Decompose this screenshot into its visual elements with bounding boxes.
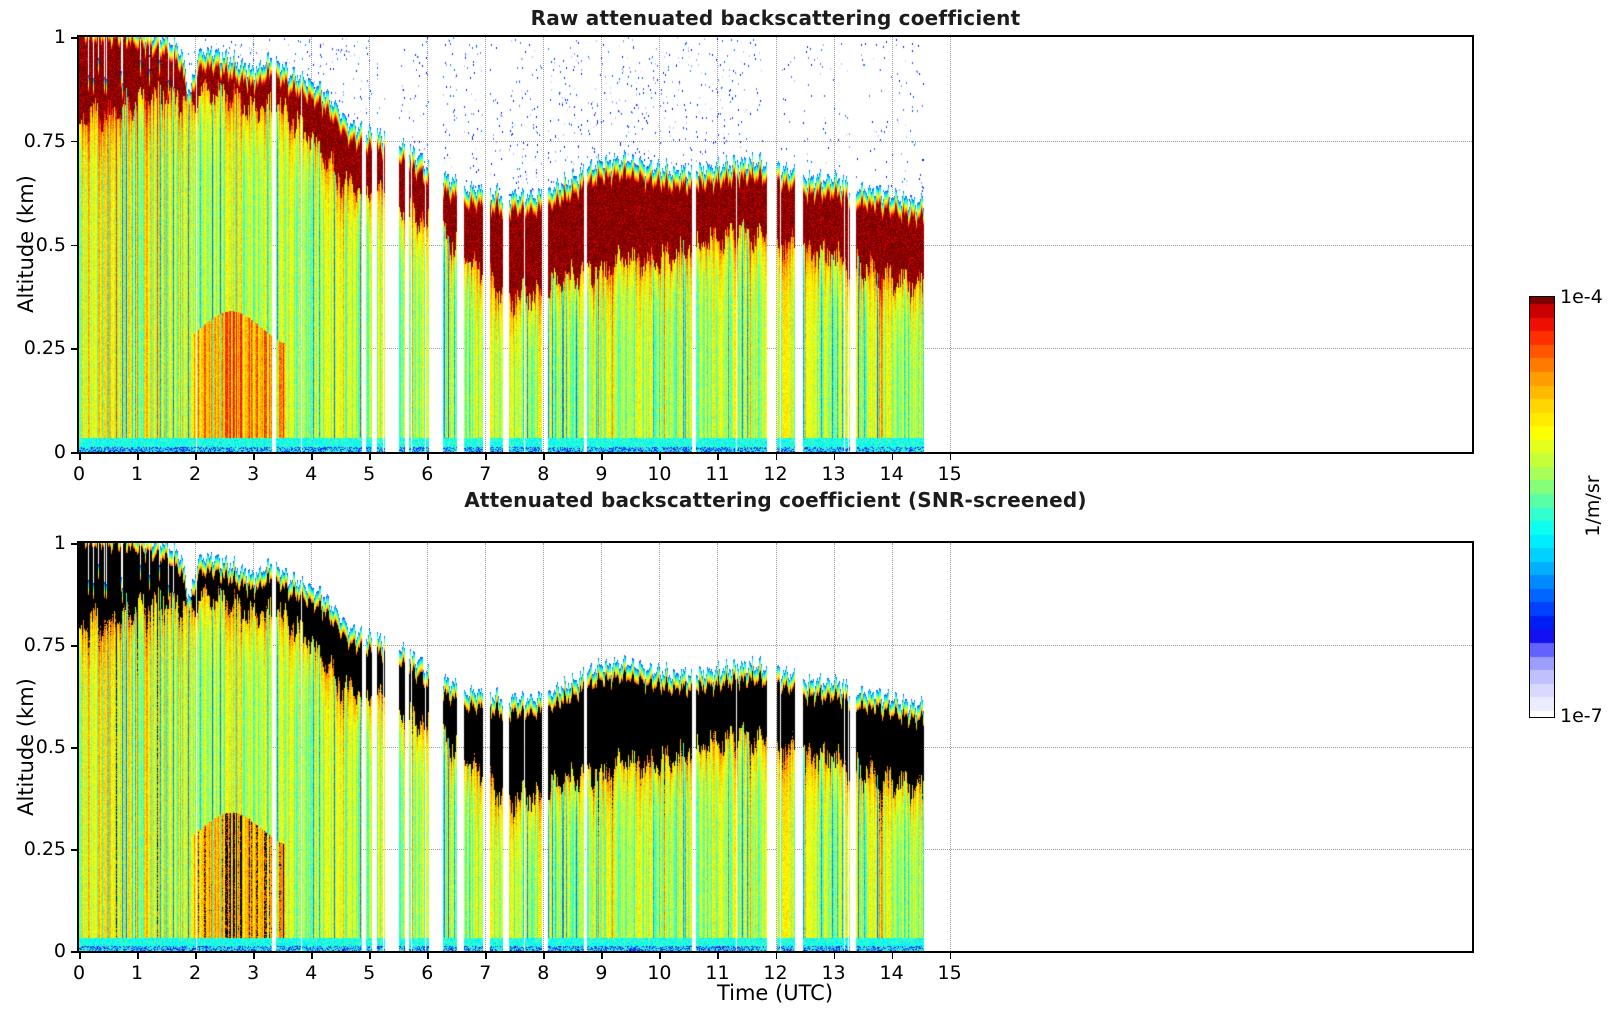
x-tick-mark bbox=[195, 953, 197, 959]
x-tick-label: 11 bbox=[705, 463, 730, 485]
x-tick-label: 5 bbox=[363, 463, 376, 485]
y-tick-mark bbox=[71, 348, 77, 350]
x-tick-label: 12 bbox=[763, 463, 788, 485]
x-tick-label: 6 bbox=[421, 962, 434, 984]
x-tick-mark bbox=[833, 454, 836, 460]
x-tick-mark bbox=[137, 953, 139, 959]
x-tick-mark bbox=[717, 953, 719, 959]
x-tick-mark bbox=[543, 953, 545, 959]
x-tick-mark bbox=[775, 454, 777, 460]
y-tick-mark bbox=[71, 951, 77, 953]
x-tick-label: 6 bbox=[421, 463, 434, 485]
x-tick-label: 12 bbox=[763, 962, 788, 984]
x-tick-mark bbox=[775, 953, 777, 959]
x-tick-label: 10 bbox=[647, 463, 672, 485]
x-tick-mark bbox=[195, 454, 197, 460]
x-tick-mark bbox=[659, 953, 661, 959]
y-tick-label: 0.25 bbox=[23, 337, 66, 360]
x-tick-mark bbox=[891, 454, 894, 460]
x-tick-mark bbox=[949, 953, 952, 959]
x-tick-mark bbox=[79, 454, 81, 460]
x-tick-mark bbox=[427, 454, 429, 460]
x-tick-mark bbox=[949, 454, 952, 460]
x-tick-label: 15 bbox=[937, 962, 962, 984]
x-tick-mark bbox=[833, 953, 836, 959]
x-tick-mark bbox=[485, 953, 487, 959]
x-tick-label: 13 bbox=[821, 463, 846, 485]
plot-screened bbox=[77, 541, 1474, 953]
y-tick-label: 0.75 bbox=[23, 129, 66, 152]
x-tick-mark bbox=[369, 454, 371, 460]
y-tick-label: 1 bbox=[53, 532, 66, 554]
x-tick-mark bbox=[137, 454, 139, 460]
y-tick-label: 0.25 bbox=[23, 838, 66, 860]
y-tick-mark bbox=[71, 452, 77, 454]
x-tick-mark bbox=[659, 454, 661, 460]
x-tick-label: 14 bbox=[879, 463, 904, 485]
x-tick-label: 2 bbox=[189, 962, 202, 984]
y-axis-label-screened: Altitude (km) bbox=[14, 678, 38, 816]
x-tick-label: 4 bbox=[305, 463, 318, 485]
x-tick-label: 9 bbox=[595, 463, 608, 485]
x-tick-label: 1 bbox=[130, 962, 144, 984]
x-tick-label: 11 bbox=[705, 962, 730, 984]
heatmap-canvas-screened bbox=[79, 543, 1472, 951]
x-tick-label: 8 bbox=[537, 463, 550, 485]
plot-title-raw: Raw attenuated backscattering coefficien… bbox=[530, 6, 1021, 30]
y-tick-label: 0.5 bbox=[35, 233, 66, 256]
y-tick-label: 0 bbox=[53, 940, 66, 962]
x-tick-label: 4 bbox=[305, 962, 318, 984]
plot-title-screened: Attenuated backscattering coefficient (S… bbox=[464, 488, 1087, 512]
colorbar bbox=[1529, 296, 1555, 718]
colorbar-max-label: 1e-4 bbox=[1560, 286, 1603, 308]
y-tick-label: 1 bbox=[53, 26, 66, 48]
colorbar-unit-label: 1/m/sr bbox=[1582, 475, 1604, 537]
y-tick-label: 0 bbox=[53, 441, 66, 463]
x-tick-label: 1 bbox=[130, 463, 144, 485]
x-tick-label: 10 bbox=[647, 962, 672, 984]
x-tick-label: 3 bbox=[247, 962, 260, 984]
x-tick-label: 7 bbox=[479, 962, 492, 984]
heatmap-canvas-raw bbox=[79, 37, 1472, 452]
y-tick-mark bbox=[71, 37, 77, 39]
y-tick-mark bbox=[71, 543, 77, 545]
x-tick-label: 9 bbox=[595, 962, 608, 984]
y-tick-mark bbox=[71, 244, 77, 246]
x-tick-label: 3 bbox=[247, 463, 260, 485]
x-tick-mark bbox=[253, 953, 255, 959]
y-tick-mark bbox=[71, 849, 77, 851]
colorbar-min-label: 1e-7 bbox=[1560, 705, 1603, 727]
y-tick-mark bbox=[71, 645, 77, 647]
x-axis-label: Time (UTC) bbox=[716, 981, 834, 1005]
x-tick-label: 0 bbox=[72, 962, 86, 984]
y-tick-label: 0.5 bbox=[35, 736, 66, 758]
x-tick-mark bbox=[253, 454, 255, 460]
x-tick-mark bbox=[485, 454, 487, 460]
plot-raw bbox=[77, 35, 1474, 454]
x-tick-label: 5 bbox=[363, 962, 376, 984]
x-tick-mark bbox=[543, 454, 545, 460]
x-tick-mark bbox=[717, 454, 719, 460]
y-axis-label-raw: Altitude (km) bbox=[14, 175, 38, 313]
x-tick-mark bbox=[369, 953, 371, 959]
x-tick-label: 15 bbox=[937, 463, 962, 485]
y-tick-mark bbox=[71, 140, 77, 143]
x-tick-mark bbox=[601, 454, 603, 460]
x-tick-mark bbox=[311, 953, 313, 959]
x-tick-label: 7 bbox=[479, 463, 492, 485]
x-tick-label: 8 bbox=[537, 962, 550, 984]
x-tick-mark bbox=[601, 953, 603, 959]
y-tick-label: 0.75 bbox=[23, 634, 66, 656]
x-tick-mark bbox=[891, 953, 894, 959]
x-tick-label: 0 bbox=[72, 463, 86, 485]
x-tick-mark bbox=[79, 953, 81, 959]
x-tick-label: 2 bbox=[189, 463, 202, 485]
x-tick-label: 13 bbox=[821, 962, 846, 984]
y-tick-mark bbox=[71, 747, 77, 749]
x-tick-mark bbox=[311, 454, 313, 460]
x-tick-label: 14 bbox=[879, 962, 904, 984]
x-tick-mark bbox=[427, 953, 429, 959]
